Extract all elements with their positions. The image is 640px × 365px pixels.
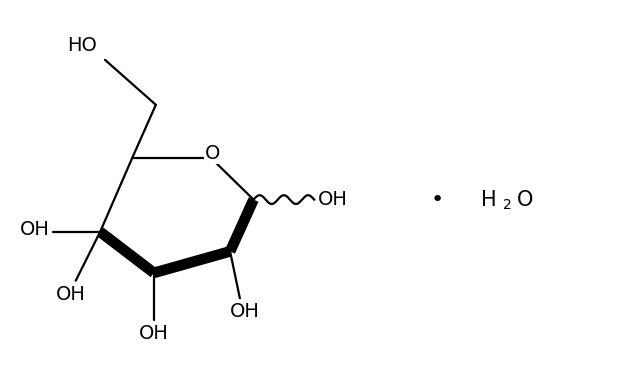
Polygon shape	[97, 227, 157, 277]
Polygon shape	[152, 246, 232, 278]
Text: OH: OH	[139, 324, 169, 343]
Text: •: •	[431, 189, 444, 210]
Polygon shape	[225, 197, 259, 254]
Text: O: O	[516, 189, 532, 210]
Text: HO: HO	[67, 36, 97, 55]
Text: OH: OH	[56, 285, 86, 304]
Text: 2: 2	[503, 199, 511, 212]
Text: OH: OH	[318, 190, 348, 209]
Text: H: H	[481, 189, 497, 210]
Text: OH: OH	[19, 220, 49, 239]
Text: O: O	[205, 144, 220, 163]
Text: OH: OH	[230, 302, 260, 321]
